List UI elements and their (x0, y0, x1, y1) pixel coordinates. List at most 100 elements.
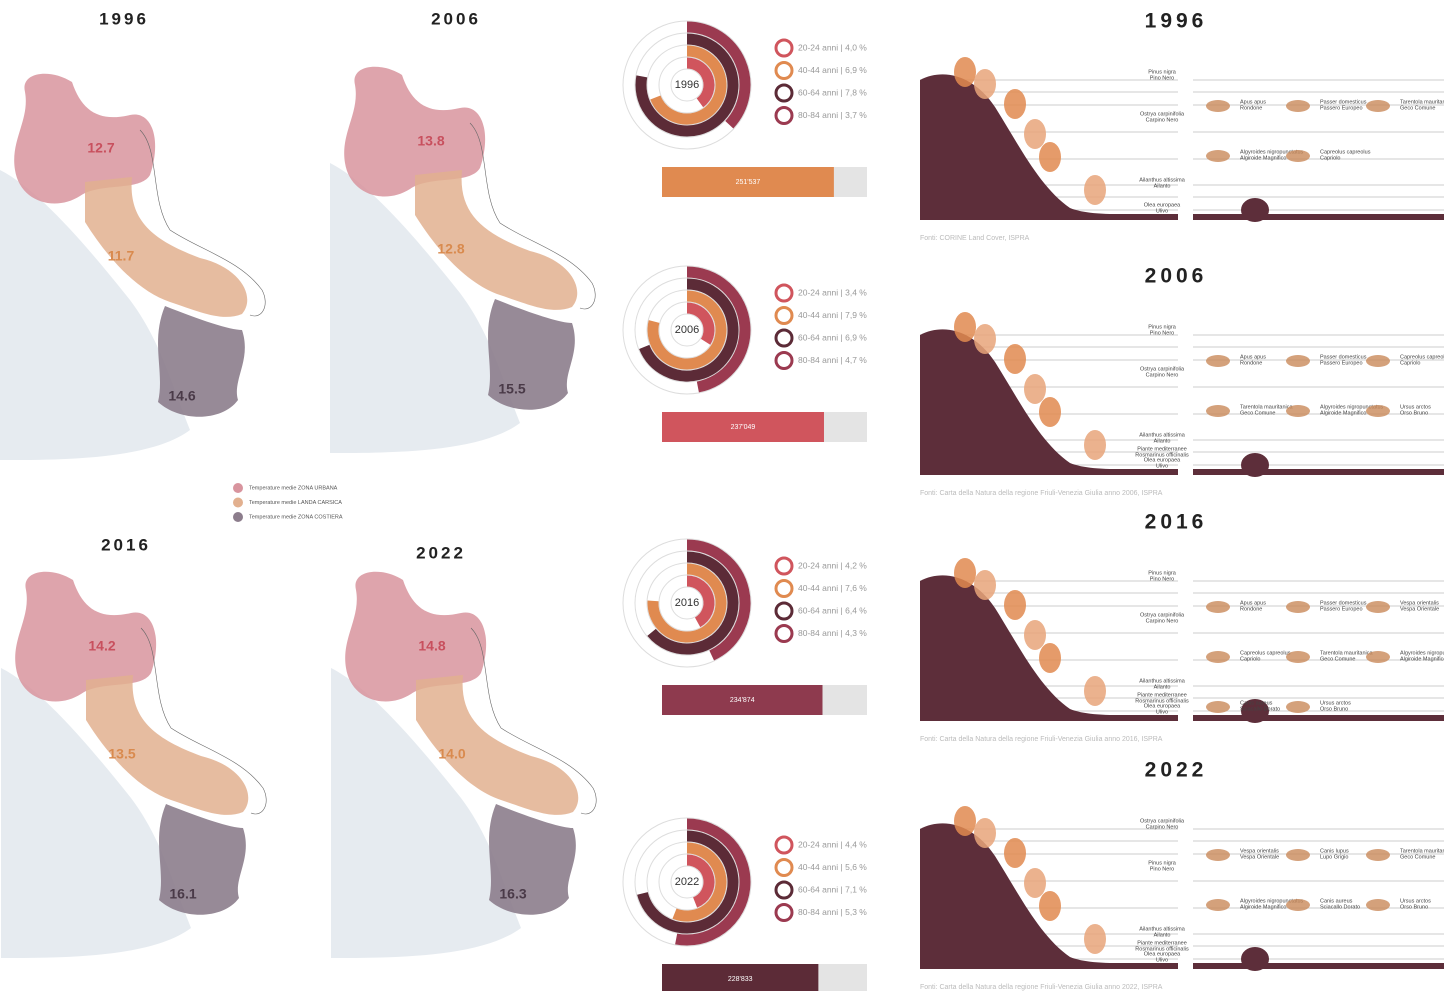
age-label: 20-24 anni | 3,4 % (798, 287, 867, 297)
legend-ring (776, 581, 792, 597)
plant-common: Rosmarinus officinalis (1135, 946, 1189, 952)
tree (1024, 119, 1046, 149)
map-year: 2006 (431, 9, 481, 28)
legend-ring (776, 603, 792, 619)
tree (1039, 397, 1061, 427)
animal-common: Capriolo (1400, 360, 1420, 366)
animal-common: Vespa Orientale (1400, 606, 1439, 612)
animal (1366, 100, 1390, 112)
tree (1004, 344, 1026, 374)
page: 199612.711.714.6200613.812.815.5201614.2… (0, 0, 1444, 991)
legend-ring (776, 837, 792, 853)
plant-common: Ailanto (1154, 183, 1171, 189)
temperature: 15.5 (498, 381, 525, 397)
age-label: 20-24 anni | 4,2 % (798, 560, 867, 570)
animal-common: Orso Bruno (1400, 904, 1428, 910)
legend-ring (776, 558, 792, 574)
tree (1024, 620, 1046, 650)
ground (920, 963, 1178, 969)
animal (1286, 601, 1310, 613)
source: Fonti: CORINE Land Cover, ISPRA (920, 235, 1030, 242)
residents-label: 251'537 (736, 179, 761, 186)
tree (974, 570, 996, 600)
source: Fonti: Carta della Natura della regione … (920, 736, 1163, 743)
plant-common: Ailanto (1154, 438, 1171, 444)
map (330, 67, 595, 453)
age-label: 40-44 anni | 7,9 % (798, 310, 867, 320)
zone-urbana (345, 572, 486, 702)
animal (1206, 651, 1230, 663)
residents-label: 234'874 (730, 697, 755, 704)
plant-common: Carpino Nero (1146, 824, 1179, 830)
age-label: 40-44 anni | 6,9 % (798, 65, 867, 75)
tree (974, 69, 996, 99)
legend-ring (776, 108, 792, 124)
plant-common: Pino Nero (1150, 75, 1174, 81)
tree (954, 558, 976, 588)
map (331, 572, 596, 958)
legend-ring (776, 353, 792, 369)
age-label: 80-84 anni | 5,3 % (798, 907, 867, 917)
animal (1366, 899, 1390, 911)
animal (1206, 150, 1230, 162)
legend-ring (776, 626, 792, 642)
animal-common: Sciacallo Dorato (1240, 706, 1280, 712)
legend-ring (776, 40, 792, 56)
animal (1206, 601, 1230, 613)
animal-common: Rondone (1240, 105, 1262, 111)
age-label: 80-84 anni | 3,7 % (798, 110, 867, 120)
tree (1039, 142, 1061, 172)
legend-ring (776, 905, 792, 921)
animal (1366, 849, 1390, 861)
legend-dot (233, 498, 243, 508)
plant-common: Ulivo (1156, 208, 1168, 214)
age-label: 80-84 anni | 4,3 % (798, 628, 867, 638)
animal-common: Passero Europeo (1320, 105, 1363, 111)
ring-year: 2016 (675, 597, 699, 609)
animal-common: Orso Bruno (1400, 410, 1428, 416)
animal-common: Rondone (1240, 606, 1262, 612)
plant-common: Pino Nero (1150, 866, 1174, 872)
temperature: 11.7 (108, 248, 135, 264)
tree (1004, 838, 1026, 868)
rock (1241, 947, 1269, 971)
animal-common: Geco Comune (1320, 656, 1355, 662)
ground (1193, 469, 1444, 475)
plant-common: Rosmarinus officinalis (1135, 698, 1189, 704)
map (0, 74, 265, 460)
animal (1286, 355, 1310, 367)
animal (1206, 701, 1230, 713)
zone-urbana (15, 572, 156, 702)
temperature: 12.8 (437, 241, 464, 257)
ground (1193, 214, 1444, 220)
animal (1206, 849, 1230, 861)
tree (974, 818, 996, 848)
plant-common: Ailanto (1154, 684, 1171, 690)
age-label: 60-64 anni | 6,4 % (798, 605, 867, 615)
tree (1004, 590, 1026, 620)
tree (1084, 924, 1106, 954)
map-year: 1996 (99, 9, 149, 28)
animal-common: Capriolo (1240, 656, 1260, 662)
legend-ring (776, 860, 792, 876)
plant-common: Pino Nero (1150, 576, 1174, 582)
ground (920, 214, 1178, 220)
age-label: 20-24 anni | 4,4 % (798, 839, 867, 849)
animal (1286, 849, 1310, 861)
residents-label: 228'833 (728, 976, 753, 983)
ring-year: 1996 (675, 79, 699, 91)
plant-common: Carpino Nero (1146, 372, 1179, 378)
animal-common: Sciacallo Dorato (1320, 904, 1360, 910)
rock (1241, 198, 1269, 222)
ground (1193, 963, 1444, 969)
panel-year: 2022 (1145, 759, 1208, 782)
animal (1286, 701, 1310, 713)
age-label: 60-64 anni | 7,1 % (798, 884, 867, 894)
map (1, 572, 266, 958)
plant-common: Ulivo (1156, 463, 1168, 469)
animal (1286, 405, 1310, 417)
residents-label: 237'049 (731, 424, 756, 431)
animal-common: Algiroide Magnifico (1400, 656, 1444, 662)
animal (1286, 150, 1310, 162)
temperature: 13.8 (417, 133, 444, 149)
